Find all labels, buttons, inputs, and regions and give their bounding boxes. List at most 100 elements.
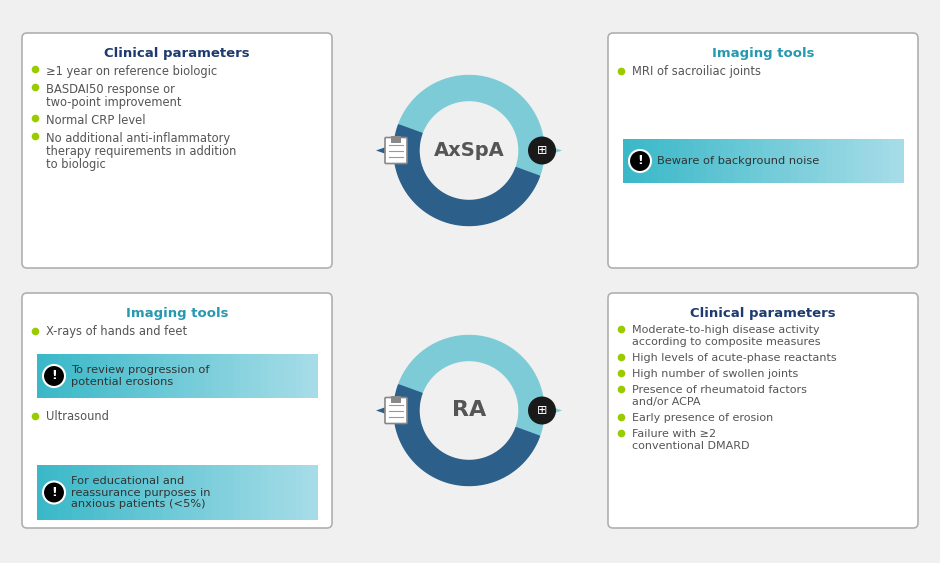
Bar: [65, 465, 73, 520]
Bar: [303, 465, 311, 520]
Bar: [854, 139, 862, 183]
Text: Imaging tools: Imaging tools: [126, 307, 228, 320]
Polygon shape: [399, 75, 540, 133]
Bar: [658, 139, 666, 183]
Bar: [868, 139, 876, 183]
Bar: [728, 139, 736, 183]
Bar: [693, 139, 701, 183]
Bar: [170, 465, 178, 520]
Bar: [637, 139, 645, 183]
Bar: [107, 465, 115, 520]
Bar: [149, 465, 157, 520]
Bar: [763, 139, 771, 183]
Bar: [289, 354, 297, 398]
Bar: [623, 139, 631, 183]
Text: Presence of rheumatoid factors: Presence of rheumatoid factors: [632, 385, 807, 395]
Bar: [72, 465, 80, 520]
Text: !: !: [637, 154, 643, 167]
Bar: [777, 139, 785, 183]
Bar: [289, 465, 297, 520]
Bar: [156, 354, 164, 398]
Bar: [156, 465, 164, 520]
Bar: [79, 354, 87, 398]
Bar: [847, 139, 855, 183]
Bar: [303, 354, 311, 398]
Bar: [268, 465, 276, 520]
Bar: [37, 465, 45, 520]
Bar: [44, 465, 52, 520]
Bar: [198, 465, 206, 520]
Text: reassurance purposes in: reassurance purposes in: [71, 488, 211, 498]
Bar: [296, 354, 304, 398]
Text: RA: RA: [452, 400, 486, 421]
Text: ⊞: ⊞: [537, 144, 547, 157]
Bar: [107, 354, 115, 398]
Bar: [233, 354, 241, 398]
Bar: [296, 465, 304, 520]
Bar: [65, 354, 73, 398]
Bar: [679, 139, 687, 183]
Bar: [135, 354, 143, 398]
Bar: [205, 465, 213, 520]
Bar: [770, 139, 778, 183]
Bar: [219, 465, 227, 520]
Bar: [700, 139, 708, 183]
Bar: [114, 354, 122, 398]
Circle shape: [528, 396, 556, 425]
Bar: [163, 465, 171, 520]
Bar: [268, 354, 276, 398]
Bar: [247, 354, 255, 398]
Bar: [896, 139, 904, 183]
Bar: [310, 354, 318, 398]
Bar: [812, 139, 820, 183]
Bar: [644, 139, 652, 183]
Bar: [310, 465, 318, 520]
Text: ⊞: ⊞: [537, 404, 547, 417]
Bar: [840, 139, 848, 183]
Polygon shape: [376, 404, 396, 418]
Text: !: !: [51, 369, 57, 382]
Bar: [212, 465, 220, 520]
Bar: [114, 465, 122, 520]
Bar: [254, 354, 262, 398]
Bar: [142, 465, 150, 520]
Bar: [735, 139, 743, 183]
Bar: [93, 465, 101, 520]
Bar: [282, 465, 290, 520]
Polygon shape: [399, 428, 540, 485]
Bar: [51, 354, 59, 398]
Text: ≥1 year on reference biologic: ≥1 year on reference biologic: [46, 65, 217, 78]
Bar: [707, 139, 715, 183]
Text: For educational and: For educational and: [71, 476, 184, 486]
Bar: [149, 354, 157, 398]
Bar: [282, 354, 290, 398]
FancyBboxPatch shape: [608, 33, 918, 268]
Bar: [177, 354, 185, 398]
Polygon shape: [516, 125, 544, 176]
Text: To review progression of: To review progression of: [71, 365, 210, 375]
Bar: [261, 354, 269, 398]
Circle shape: [43, 481, 65, 503]
FancyBboxPatch shape: [22, 33, 332, 268]
Text: therapy requirements in addition: therapy requirements in addition: [46, 145, 236, 158]
Bar: [665, 139, 673, 183]
Polygon shape: [376, 144, 396, 158]
Text: and/or ACPA: and/or ACPA: [632, 397, 700, 407]
Text: X-rays of hands and feet: X-rays of hands and feet: [46, 325, 187, 338]
Bar: [93, 354, 101, 398]
Text: High levels of acute-phase reactants: High levels of acute-phase reactants: [632, 353, 837, 363]
Text: conventional DMARD: conventional DMARD: [632, 441, 749, 451]
Bar: [86, 354, 94, 398]
Bar: [240, 465, 248, 520]
Bar: [275, 465, 283, 520]
Bar: [44, 354, 52, 398]
Text: BASDAI50 response or: BASDAI50 response or: [46, 83, 175, 96]
Bar: [128, 465, 136, 520]
Bar: [121, 354, 129, 398]
Bar: [177, 465, 185, 520]
Bar: [212, 354, 220, 398]
Bar: [198, 354, 206, 398]
Bar: [128, 354, 136, 398]
FancyBboxPatch shape: [385, 397, 407, 423]
Text: to biologic: to biologic: [46, 158, 106, 171]
